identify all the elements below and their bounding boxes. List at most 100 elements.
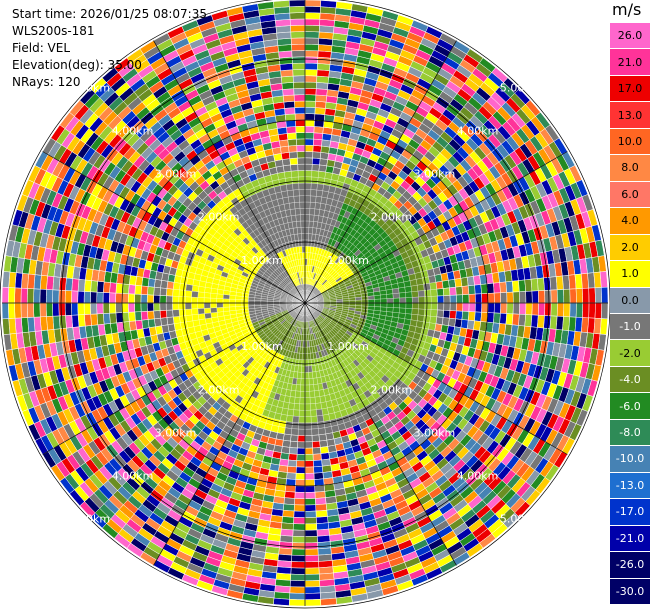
range-gate [435, 280, 444, 290]
range-gate [204, 307, 211, 314]
range-gate [405, 297, 413, 304]
range-gate [223, 310, 231, 316]
range-gate [153, 286, 161, 296]
range-gate [90, 280, 99, 293]
range-gate [594, 287, 602, 304]
range-gate [65, 314, 73, 329]
range-gate [524, 314, 533, 328]
range-gate [121, 311, 130, 323]
range-gate [186, 320, 195, 329]
range-gate [222, 306, 230, 312]
range-gate [519, 302, 527, 315]
range-gate [405, 302, 413, 309]
range-gate [90, 291, 98, 304]
range-gate [582, 287, 590, 304]
range-gate [474, 311, 482, 322]
range-gate [582, 302, 590, 319]
range-gate [317, 50, 332, 59]
range-gate [386, 307, 394, 313]
range-gate [531, 290, 539, 304]
range-gate [304, 151, 314, 159]
range-gate [524, 278, 533, 292]
range-gate [77, 290, 85, 304]
range-gate [373, 294, 381, 300]
range-gate [301, 353, 306, 360]
range-gate [379, 290, 387, 296]
range-gate [310, 189, 318, 197]
range-gate [191, 308, 199, 316]
range-gate [178, 289, 186, 297]
range-gate [297, 428, 306, 436]
range-gate [307, 346, 311, 354]
range-gate [304, 239, 309, 247]
range-gate [588, 302, 596, 319]
range-gate [64, 290, 73, 304]
range-gate [304, 69, 318, 77]
range-gate [399, 302, 407, 309]
range-gate [115, 302, 123, 314]
range-gate [304, 94, 317, 102]
range-gate [102, 292, 110, 304]
range-gate [301, 365, 306, 373]
range-gate [77, 278, 86, 292]
range-gate [295, 479, 306, 487]
range-gate [550, 289, 558, 304]
range-gate [316, 408, 323, 417]
range-gate [304, 485, 316, 493]
range-gate [304, 523, 318, 531]
range-gate [403, 280, 412, 288]
range-gate [191, 302, 198, 310]
range-gate [304, 353, 309, 360]
range-gate [241, 305, 249, 310]
range-gate [316, 183, 324, 191]
range-gate [2, 271, 11, 288]
range-gate [290, 567, 306, 575]
range-gate [71, 290, 79, 304]
range-gate [197, 308, 205, 315]
range-gate [77, 314, 86, 328]
range-gate [304, 43, 319, 52]
range-gate [14, 302, 22, 319]
range-gate [505, 280, 514, 293]
range-gate [304, 561, 320, 569]
range-gate [304, 119, 315, 127]
range-gate [304, 504, 317, 512]
range-gate [159, 295, 167, 304]
range-gate [58, 302, 66, 317]
range-gate [304, 176, 312, 184]
range-gate [166, 288, 174, 297]
range-gate [282, 433, 292, 442]
range-gate [304, 517, 317, 525]
range-gate [309, 208, 316, 216]
range-gate [134, 293, 142, 304]
range-gate [299, 391, 306, 398]
range-gate [380, 306, 388, 312]
range-gate [304, 435, 313, 443]
range-gate [147, 286, 155, 296]
range-gate [298, 422, 306, 430]
range-gate [493, 302, 501, 314]
range-gate [304, 460, 314, 468]
range-gate [291, 428, 299, 436]
range-gate [109, 292, 117, 304]
range-gate [312, 138, 323, 147]
range-gate [411, 308, 419, 316]
range-gate [285, 478, 297, 487]
range-gate [159, 302, 167, 311]
range-gate [423, 283, 431, 291]
range-gate [241, 302, 249, 307]
range-gate [318, 164, 328, 173]
range-gate [121, 302, 129, 313]
range-gate [282, 509, 295, 518]
range-gate [52, 315, 61, 330]
range-gate [304, 554, 319, 563]
range-gate [153, 302, 161, 312]
range-gate [313, 465, 324, 474]
range-gate [109, 282, 117, 294]
range-gate [549, 315, 558, 330]
range-gate [216, 298, 224, 304]
range-gate [530, 278, 539, 292]
range-gate [313, 383, 319, 392]
range-gate [315, 402, 322, 410]
range-gate [544, 302, 552, 317]
